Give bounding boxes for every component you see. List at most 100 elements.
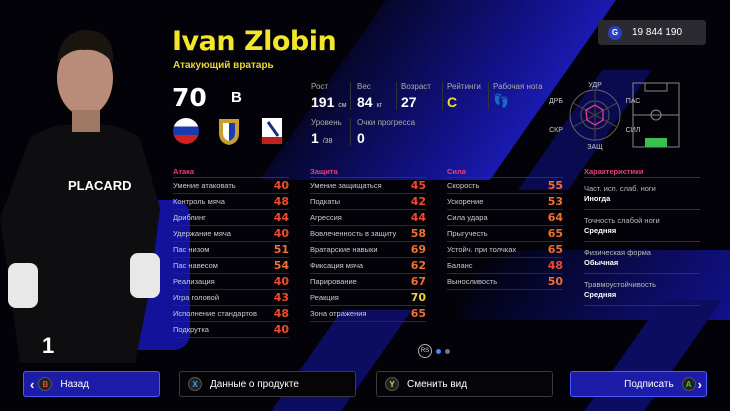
player-position: Атакующий вратарь xyxy=(173,60,274,71)
page-dot[interactable] xyxy=(445,348,450,354)
radar-label-defense: ЗАЩ xyxy=(587,144,603,151)
trait-item: Точность слабой ноги Средняя xyxy=(584,210,700,242)
trait-value: Средняя xyxy=(584,226,700,242)
radar-label-speed: СКР xyxy=(549,127,563,134)
trait-value: Иногда xyxy=(584,194,700,210)
stat-label: Подкаты xyxy=(310,197,341,206)
player-image: PLACARD 1 xyxy=(0,30,160,363)
back-button[interactable]: ‹ B Назад xyxy=(23,371,160,397)
overall-rating: 70 xyxy=(172,83,207,112)
stat-row: Вратарские навыки 69 xyxy=(310,242,426,258)
currency-display: G 19 844 190 xyxy=(598,20,706,45)
ratings-info: Рейтинги C xyxy=(447,82,481,110)
b-button-icon: B xyxy=(38,377,53,391)
trait-value: Обычная xyxy=(584,258,700,274)
stat-row: Подкаты 42 xyxy=(310,194,426,210)
stat-value: 69 xyxy=(410,243,426,256)
stat-row: Контроль мяча 48 xyxy=(173,194,289,210)
stat-label: Умение защищаться xyxy=(310,181,382,190)
change-view-button[interactable]: Y Сменить вид xyxy=(376,371,553,397)
stat-label: Фиксация мяча xyxy=(310,261,364,270)
stat-label: Подкрутка xyxy=(173,325,209,334)
trait-label: Точность слабой ноги xyxy=(584,216,660,225)
trait-label: Травмоустойчивость xyxy=(584,280,657,289)
trait-item: Физическая форма Обычная xyxy=(584,242,700,274)
stat-label: Устойч. при толчках xyxy=(447,245,517,254)
stat-value: 65 xyxy=(547,227,563,240)
stat-label: Реакция xyxy=(310,293,339,302)
stat-value: 65 xyxy=(547,243,563,256)
stat-label: Контроль мяча xyxy=(173,197,225,206)
stat-row: Зона отражения 65 xyxy=(310,306,426,322)
stat-row: Реакция 70 xyxy=(310,290,426,306)
chevron-left-icon: ‹ xyxy=(30,376,35,392)
stat-row: Прыгучесть 65 xyxy=(447,226,563,242)
stat-row: Подкрутка 40 xyxy=(173,322,289,338)
radar-label-shooting: УДР xyxy=(588,82,602,89)
stat-value: 50 xyxy=(547,275,563,288)
stat-row: Парирование 67 xyxy=(310,274,426,290)
stat-value: 62 xyxy=(410,259,426,272)
stat-row: Умение атаковать 40 xyxy=(173,178,289,194)
y-button-icon: Y xyxy=(385,377,399,391)
stat-value: 54 xyxy=(273,259,289,272)
feet-icon: 👣 xyxy=(493,93,510,108)
stat-value: 51 xyxy=(273,243,289,256)
stat-label: Парирование xyxy=(310,277,357,286)
stat-label: Ускорение xyxy=(447,197,484,206)
league-badge-icon xyxy=(262,118,282,144)
stat-label: Реализация xyxy=(173,277,215,286)
stat-label: Агрессия xyxy=(310,213,342,222)
stat-label: Сила удара xyxy=(447,213,488,222)
stat-row: Выносливость 50 xyxy=(447,274,563,290)
defense-section: Защита Умение защищаться 45 Подкаты 42 Агресс… xyxy=(310,167,426,322)
radar-chart: УДР ПАС СИЛ ЗАЩ СКР ДРБ xyxy=(549,82,641,151)
stat-value: 40 xyxy=(273,179,289,192)
stat-row: Скорость 55 xyxy=(447,178,563,194)
page-dot-active[interactable] xyxy=(436,348,441,354)
stat-row: Исполнение стандартов 48 xyxy=(173,306,289,322)
club-crest-icon xyxy=(219,119,239,145)
page-indicator[interactable]: RS xyxy=(418,344,450,358)
stat-row: Пас навесом 54 xyxy=(173,258,289,274)
player-grade: B xyxy=(231,89,242,106)
stat-row: Сила удара 64 xyxy=(447,210,563,226)
stat-label: Скорость xyxy=(447,181,480,190)
stat-value: 40 xyxy=(273,227,289,240)
russia-flag-icon xyxy=(173,118,199,144)
stat-value: 70 xyxy=(410,291,426,304)
gp-coin-icon: G xyxy=(608,25,622,40)
stat-label: Исполнение стандартов xyxy=(173,309,257,318)
stat-row: Умение защищаться 45 xyxy=(310,178,426,194)
sign-button[interactable]: Подписать A › xyxy=(570,371,707,397)
stat-row: Агрессия 44 xyxy=(310,210,426,226)
product-info-button[interactable]: X Данные о продукте xyxy=(179,371,356,397)
attack-section: Атака Умение атаковать 40 Контроль мяча 48 Др… xyxy=(173,167,289,338)
stat-value: 43 xyxy=(273,291,289,304)
svg-text:1: 1 xyxy=(42,333,54,358)
foot-info: Рабочая нога 👣 xyxy=(493,82,543,108)
stat-label: Зона отражения xyxy=(310,309,367,318)
progress-info: Очки прогресса 0 xyxy=(357,118,416,146)
age-info: Возраст 27 xyxy=(401,82,431,110)
stat-label: Игра головой xyxy=(173,293,220,302)
a-button-icon: A xyxy=(681,377,696,391)
trait-item: Част. исп. слаб. ноги Иногда xyxy=(584,178,700,210)
stat-value: 45 xyxy=(410,179,426,192)
stat-value: 42 xyxy=(410,195,426,208)
stat-value: 65 xyxy=(410,307,426,320)
stat-label: Прыгучесть xyxy=(447,229,488,238)
stat-value: 58 xyxy=(410,227,426,240)
stat-label: Вратарские навыки xyxy=(310,245,378,254)
stat-value: 40 xyxy=(273,275,289,288)
stat-row: Реализация 40 xyxy=(173,274,289,290)
level-info: Уровень 1 /38 xyxy=(311,118,342,146)
x-button-icon: X xyxy=(188,377,202,391)
stat-label: Умение атаковать xyxy=(173,181,236,190)
stat-value: 40 xyxy=(273,323,289,336)
stat-row: Вовлеченность в защиту 58 xyxy=(310,226,426,242)
stat-label: Удержание мяча xyxy=(173,229,231,238)
stat-value: 67 xyxy=(410,275,426,288)
chevron-right-icon: › xyxy=(697,376,702,392)
stat-value: 44 xyxy=(410,211,426,224)
